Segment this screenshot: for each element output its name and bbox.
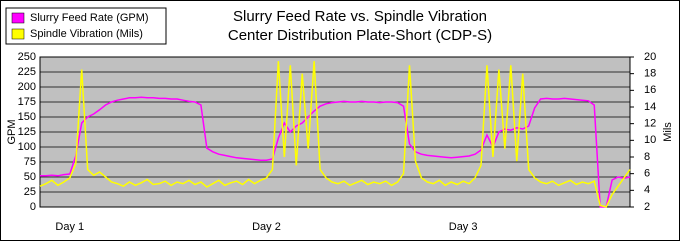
y-tick-label: 175 [18, 96, 36, 108]
y2-tick-label: 10 [644, 134, 656, 146]
series-line [40, 96, 631, 208]
legend-swatch [11, 28, 25, 40]
y-tick-label: 0 [30, 201, 36, 213]
y2-tick-label: 8 [644, 151, 650, 163]
legend-box [5, 7, 167, 45]
x-tick-label: Day 3 [449, 221, 478, 233]
y-tick-label: 100 [18, 141, 36, 153]
y2-tick-label: 6 [644, 168, 650, 180]
chart-title: Slurry Feed Rate vs. Spindle Vibration [233, 8, 487, 25]
x-tick-label: Day 2 [252, 221, 281, 233]
y2-tick-label: 4 [644, 184, 650, 196]
y2-tick-label: 16 [644, 84, 656, 96]
legend-label: Slurry Feed Rate (GPM) [30, 12, 149, 24]
y-axis-label: GPM [6, 119, 18, 144]
y-tick-label: 200 [18, 81, 36, 93]
y2-tick-label: 18 [644, 68, 656, 80]
chart-subtitle: Center Distribution Plate-Short (CDP-S) [228, 27, 492, 44]
y2-tick-label: 2 [644, 201, 650, 213]
y2-tick-label: 14 [644, 101, 656, 113]
y-tick-label: 75 [24, 156, 36, 168]
chart: Slurry Feed Rate vs. Spindle Vibration C… [0, 0, 680, 241]
y2-axis-label: Mils [662, 122, 674, 142]
y2-tick-label: 12 [644, 118, 656, 130]
legend-label: Spindle Vibration (Mils) [30, 28, 143, 40]
y2-tick-label: 20 [644, 51, 656, 63]
series-line [39, 61, 631, 208]
legend-swatch [11, 12, 25, 24]
y-tick-label: 150 [18, 111, 36, 123]
y-tick-label: 225 [18, 66, 36, 78]
y-tick-label: 250 [18, 51, 36, 63]
y-tick-label: 50 [24, 171, 36, 183]
x-tick-label: Day 1 [55, 221, 84, 233]
y-tick-label: 125 [18, 126, 36, 138]
y-tick-label: 25 [24, 186, 36, 198]
